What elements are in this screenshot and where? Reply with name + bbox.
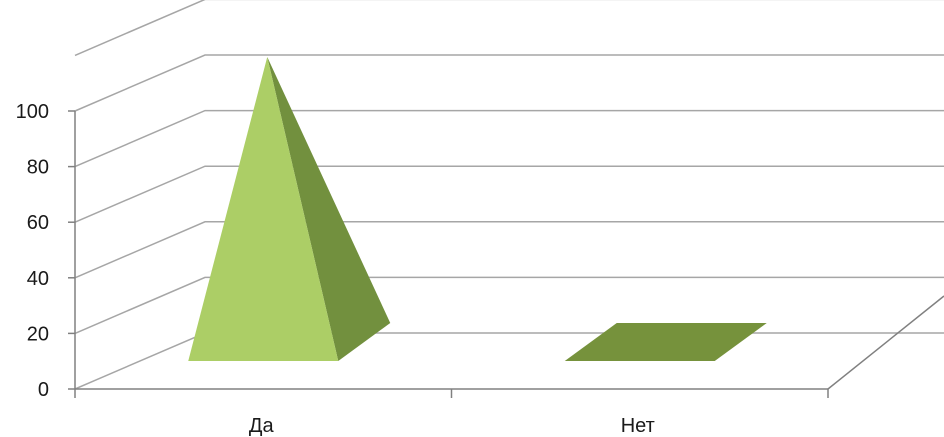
gridline (74, 0, 944, 57)
y-tick-label: 20 (27, 323, 49, 345)
y-tick-label: 60 (27, 212, 49, 234)
x-category-label: Нет (621, 415, 655, 437)
x-axis-category-labels: Да Нет (249, 415, 655, 437)
y-tick-label: 40 (27, 268, 49, 290)
pyramid-side-face (267, 57, 391, 361)
gridline (74, 165, 944, 223)
pyramid-base-flat (564, 323, 767, 361)
axes (68, 110, 944, 398)
y-tick-label: 80 (27, 157, 49, 179)
floor-right-edge (827, 295, 944, 390)
y-tick-label: 100 (16, 101, 49, 123)
y-axis-tick-labels: 0 20 40 60 80 100 (16, 101, 49, 401)
data-marks (188, 57, 767, 361)
gridline (74, 276, 944, 335)
y-tick-label: 0 (38, 379, 49, 401)
gridline (74, 109, 944, 168)
pyramid-front-face (188, 57, 339, 361)
gridline (74, 221, 944, 279)
x-category-label: Да (249, 415, 275, 437)
gridline (74, 54, 944, 112)
gridlines (74, 0, 944, 390)
